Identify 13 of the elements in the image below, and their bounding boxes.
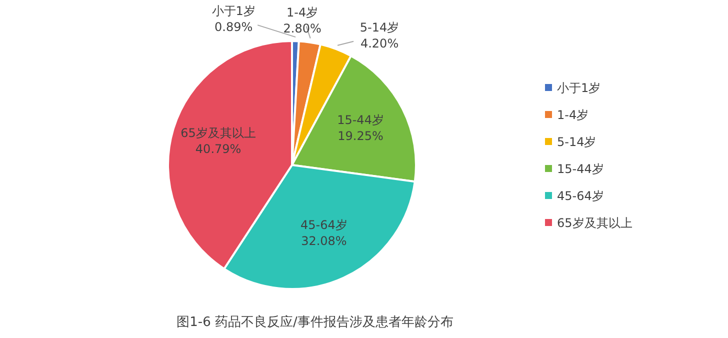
slice-label: 5-14岁 [360,20,400,34]
legend-label: 45-64岁 [557,189,604,203]
data-label: 2.80% [283,21,322,36]
text: 图1-6 药品不良反应/事件报告涉及患者年龄分布 [176,314,454,330]
legend-label: 1-4岁 [557,108,589,122]
data-label: 4.20% [360,36,399,50]
legend-label: 5-14岁 [557,135,596,149]
slice-label: 小于1岁 [212,4,256,18]
legend-label: 65岁及其以上 [557,216,632,230]
slice-label: 1-4岁 [286,5,318,20]
data-label: 0.89% [214,20,253,34]
legend-label: 15-44岁 [557,162,604,176]
legend-label: 小于1岁 [557,81,601,95]
